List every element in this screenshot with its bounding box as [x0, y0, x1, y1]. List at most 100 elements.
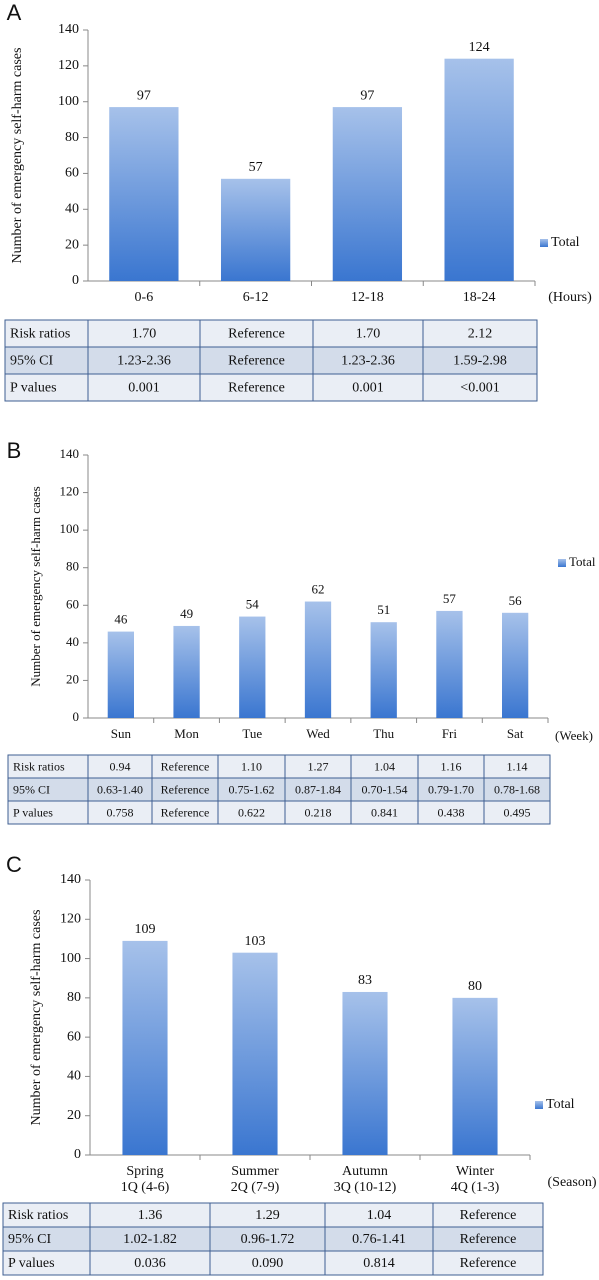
table-text: Reference: [161, 759, 210, 773]
table-text: 0.036: [134, 1256, 166, 1271]
y-axis-label: Number of emergency self-harm cases: [10, 48, 25, 264]
y-tick-label: 40: [66, 634, 79, 649]
legend-swatch: [535, 1101, 543, 1109]
x-tick-label: 12-18: [351, 290, 384, 305]
y-tick-label: 20: [67, 1108, 81, 1123]
x-tick-label: 6-12: [243, 290, 269, 305]
table-text: 0.75-1.62: [229, 782, 275, 796]
y-tick-label: 20: [66, 671, 79, 686]
table-cell: [2, 1250, 91, 1276]
table-text: 0.96-1.72: [241, 1232, 295, 1247]
y-tick-label: 100: [58, 94, 79, 109]
x-tick-label: 4Q (1-3): [451, 1180, 500, 1195]
table-text: Risk ratios: [8, 1208, 68, 1223]
table-cell: [87, 346, 201, 375]
x-tick-label: Mon: [174, 726, 199, 741]
table-text: 0.438: [438, 805, 465, 819]
bar: [342, 991, 388, 1155]
table-cell: [432, 1226, 544, 1252]
x-tick-label: Autumn: [342, 1164, 388, 1179]
value-label: 56: [509, 593, 523, 608]
y-axis-label: Number of emergency self-harm cases: [28, 486, 43, 686]
value-label: 109: [135, 922, 156, 937]
table-text: 1.36: [138, 1208, 163, 1223]
table-cell: [422, 319, 538, 348]
table-cell: [89, 1250, 211, 1276]
table-text: 2.12: [468, 327, 493, 342]
value-label: 80: [468, 979, 482, 994]
y-tick-label: 100: [60, 521, 80, 536]
table-text: 0.814: [363, 1256, 395, 1271]
table-text: 0.87-1.84: [295, 782, 341, 796]
table-text: P values: [10, 381, 57, 396]
table-cell: [199, 373, 314, 402]
table-cell: [324, 1202, 434, 1228]
table-text: 1.14: [507, 759, 528, 773]
bar: [452, 997, 498, 1155]
table-text: Reference: [228, 381, 285, 396]
y-tick-label: 80: [66, 559, 79, 574]
x-tick-label: 18-24: [463, 290, 496, 305]
table-text: 1.29: [255, 1208, 280, 1223]
table-text: 0.78-1.68: [494, 782, 540, 796]
legend-label: Total: [551, 235, 580, 250]
y-tick-label: 60: [67, 1029, 81, 1044]
bar: [173, 625, 200, 718]
y-tick-label: 100: [60, 951, 81, 966]
value-label: 83: [358, 973, 372, 988]
table-text: 1.59-2.98: [453, 354, 507, 369]
table-text: 0.090: [252, 1256, 284, 1271]
x-tick-label: Fri: [442, 726, 458, 741]
table-text: 1.04: [374, 759, 395, 773]
table-text: Reference: [460, 1208, 517, 1223]
table-text: 0.622: [238, 805, 265, 819]
y-tick-label: 80: [67, 990, 81, 1005]
y-tick-label: 140: [60, 872, 81, 887]
table-text: 95% CI: [13, 782, 50, 796]
table-text: 0.79-1.70: [428, 782, 474, 796]
x-tick-label: 3Q (10-12): [334, 1180, 397, 1195]
table-text: 1.02-1.82: [123, 1232, 177, 1247]
table-text: P values: [13, 805, 53, 819]
x-axis-label: (Season): [548, 1175, 597, 1190]
table-cell: [483, 800, 551, 825]
value-label: 49: [180, 606, 193, 621]
value-label: 54: [246, 597, 260, 612]
table-cell: [199, 346, 314, 375]
y-tick-label: 0: [72, 273, 79, 288]
value-label: 97: [360, 88, 374, 103]
bar: [239, 616, 266, 718]
table-text: Reference: [228, 327, 285, 342]
table-cell: [209, 1202, 326, 1228]
value-label: 46: [114, 612, 128, 627]
table-text: Reference: [460, 1256, 517, 1271]
table-text: 1.10: [241, 759, 262, 773]
y-tick-label: 120: [60, 484, 80, 499]
table-text: 95% CI: [8, 1232, 52, 1247]
table-cell: [209, 1226, 326, 1252]
bar: [502, 612, 529, 718]
y-tick-label: 120: [58, 58, 79, 73]
table-text: 1.70: [132, 327, 157, 342]
x-tick-label: Spring: [126, 1164, 163, 1179]
table-text: 95% CI: [10, 354, 54, 369]
y-tick-label: 60: [65, 166, 79, 181]
table-text: Reference: [161, 782, 210, 796]
table-text: 0.94: [110, 759, 131, 773]
table-cell: [432, 1202, 544, 1228]
table-cell: [422, 346, 538, 375]
value-label: 51: [377, 602, 390, 617]
table-text: 0.70-1.54: [362, 782, 408, 796]
panel-letter: A: [7, 0, 22, 25]
y-tick-label: 20: [65, 237, 79, 252]
bar: [109, 107, 179, 281]
table-cell: [199, 319, 314, 348]
x-tick-label: Wed: [306, 726, 330, 741]
x-tick-label: Winter: [456, 1164, 495, 1179]
y-tick-label: 120: [60, 912, 81, 927]
value-label: 57: [249, 160, 263, 175]
table-text: 1.04: [367, 1208, 392, 1223]
table-text: 1.27: [308, 759, 329, 773]
table-text: 0.758: [107, 805, 134, 819]
table-text: 1.23-2.36: [341, 354, 395, 369]
